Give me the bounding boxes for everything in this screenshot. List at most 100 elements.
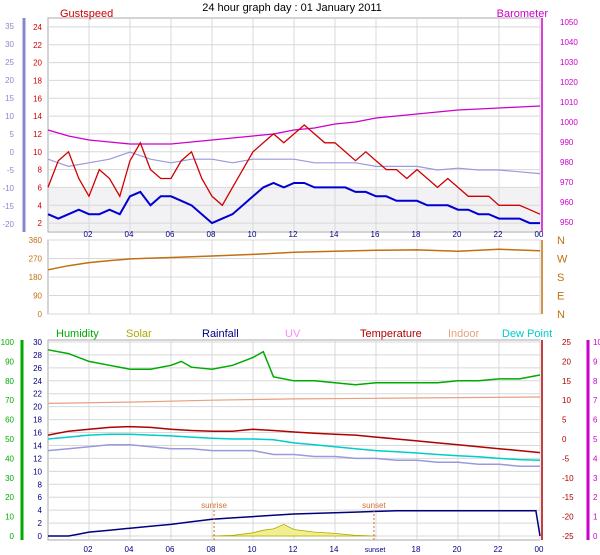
uv-tick-label: 0 [593,532,598,541]
barometer-tick-label: 990 [560,138,574,147]
barometer-tick-label: 1000 [560,118,578,127]
x-tick-label: sunset [365,547,386,554]
barometer-line [47,105,541,145]
rain-tick-label: 18 [33,416,42,425]
gust-tick-label: 6 [38,183,43,192]
sunrise-label: sunrise [201,501,227,510]
compass-label: W [557,254,568,266]
humidity-tick-label: 80 [5,377,14,386]
direction-tick-label: 0 [38,310,43,319]
humidity-line [47,349,541,386]
barometer-tick-label: 1010 [560,98,578,107]
temperature-tick-label: -10 [562,474,574,483]
gust-tick-label: 12 [33,130,42,139]
x-tick-label: 14 [330,230,339,239]
uv-tick-label: 5 [593,435,598,444]
rain-tick-label: 26 [33,364,42,373]
x-tick-label: 08 [207,230,216,239]
temperature-tick-label: 15 [562,377,571,386]
rain-tick-label: 8 [38,480,43,489]
rainfall-line [48,510,541,537]
rain-tick-label: 10 [33,467,42,476]
graph-title: 24 hour graph day : 01 January 2011 [202,2,382,14]
uv-tick-label: 3 [593,474,598,483]
windchill-tick-label: 35 [5,22,14,31]
humidity-tick-label: 90 [5,357,14,366]
temperature-tick-label: -15 [562,493,574,502]
temperature-line [47,425,541,454]
rain-tick-label: 4 [38,506,43,515]
x-tick-label: 20 [453,545,462,554]
humidity-tick-label: 40 [5,454,14,463]
x-tick-label: 04 [125,230,134,239]
compass-label: S [557,272,564,284]
rain-tick-label: 28 [33,351,42,360]
windchill-tick-label: 5 [10,130,15,139]
gust-tick-label: 18 [33,76,42,85]
windchill-tick-label: -15 [2,202,14,211]
temperature-tick-label: -25 [562,532,574,541]
gust-line [47,124,541,215]
barometer-tick-label: 960 [560,198,574,207]
legend-indoor: Indoor [448,328,480,340]
x-tick-label: 22 [494,230,503,239]
uv-tick-label: 7 [593,396,598,405]
dewpoint-line [47,433,541,462]
windchill-line [47,444,540,467]
x-tick-label: 00 [535,230,544,239]
x-tick-label: 06 [166,545,175,554]
gust-tick-label: 2 [38,219,43,228]
barometer-label: Barometer [497,8,549,20]
legend-dewpoint: Dew Point [502,328,552,340]
barometer-tick-label: 1050 [560,18,578,27]
windchill-tick-label: -10 [2,184,14,193]
temperature-tick-label: -20 [562,513,574,522]
legend-temperature: Temperature [360,328,422,340]
legend-uv: UV [285,328,301,340]
x-tick-label: 10 [248,545,257,554]
uv-tick-label: 1 [593,513,598,522]
x-tick-label: 18 [412,230,421,239]
humidity-tick-label: 10 [5,513,14,522]
x-tick-label: 02 [84,230,93,239]
windchill-tick-label: 15 [5,94,14,103]
windchill-tick-label: 0 [10,148,15,157]
barometer-tick-label: 1020 [560,78,578,87]
indoor-line [47,396,541,404]
direction-tick-label: 360 [29,236,43,245]
x-tick-label: 10 [248,230,257,239]
barometer-tick-label: 1040 [560,38,578,47]
gust-tick-label: 24 [33,23,42,32]
windchill-tick-label: 10 [5,112,14,121]
humidity-tick-label: 60 [5,416,14,425]
windchill-tick-label: -5 [7,166,15,175]
gust-tick-label: 8 [38,166,43,175]
x-tick-label: 08 [207,545,216,554]
x-tick-label: 06 [166,230,175,239]
gustspeed-label: Gustspeed [60,8,113,20]
uv-tick-label: 10 [593,338,600,347]
uv-tick-label: 9 [593,357,598,366]
compass-label: E [557,291,564,303]
rain-tick-label: 22 [33,390,42,399]
rain-tick-label: 12 [33,454,42,463]
x-tick-label: 16 [371,230,380,239]
legend-solar: Solar [126,328,152,340]
x-tick-label: 18 [412,545,421,554]
x-tick-label: 22 [494,545,503,554]
humidity-tick-label: 100 [1,338,15,347]
direction-tick-label: 180 [29,273,43,282]
gust-tick-label: 16 [33,94,42,103]
rain-tick-label: 24 [33,377,42,386]
windchill-tick-label: 20 [5,76,14,85]
rain-tick-label: 6 [38,493,43,502]
legend-humidity: Humidity [56,328,99,340]
gust-tick-label: 14 [33,112,42,121]
humidity-tick-label: 70 [5,396,14,405]
x-tick-label: 02 [84,545,93,554]
windchill-line [47,151,541,175]
temperature-tick-label: 0 [562,435,567,444]
solar-area [211,523,377,537]
legend-rainfall: Rainfall [202,328,239,340]
